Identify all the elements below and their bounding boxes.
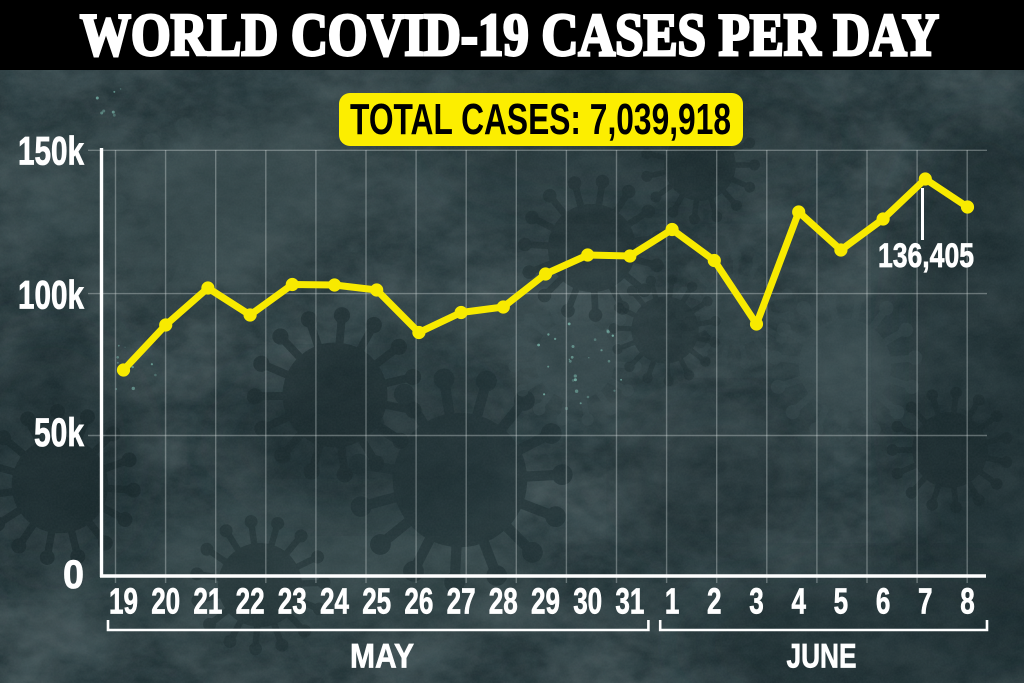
svg-text:27: 27 — [447, 581, 476, 622]
svg-text:28: 28 — [489, 581, 518, 622]
svg-text:7: 7 — [918, 581, 933, 622]
svg-text:MAY: MAY — [350, 638, 414, 676]
svg-text:1: 1 — [665, 581, 680, 622]
svg-text:50k: 50k — [34, 411, 85, 455]
svg-text:24: 24 — [320, 581, 349, 622]
svg-text:20: 20 — [151, 581, 180, 622]
svg-text:2: 2 — [707, 581, 722, 622]
svg-text:100k: 100k — [18, 273, 85, 317]
svg-text:WORLD COVID-19 CASES PER DAY: WORLD COVID-19 CASES PER DAY — [80, 2, 939, 68]
svg-text:136,405: 136,405 — [878, 237, 974, 275]
svg-text:19: 19 — [109, 581, 138, 622]
svg-text:23: 23 — [278, 581, 307, 622]
svg-text:29: 29 — [531, 581, 560, 622]
svg-text:25: 25 — [362, 581, 391, 622]
svg-text:31: 31 — [615, 581, 644, 622]
svg-text:30: 30 — [573, 581, 602, 622]
svg-text:4: 4 — [791, 581, 806, 622]
svg-text:8: 8 — [960, 581, 975, 622]
svg-text:0: 0 — [63, 553, 84, 597]
svg-text:26: 26 — [404, 581, 433, 622]
svg-text:6: 6 — [876, 581, 891, 622]
svg-text:5: 5 — [834, 581, 849, 622]
svg-text:3: 3 — [749, 581, 764, 622]
svg-text:JUNE: JUNE — [787, 638, 857, 676]
svg-text:150k: 150k — [18, 130, 85, 174]
svg-text:TOTAL CASES: 7,039,918: TOTAL CASES: 7,039,918 — [350, 95, 731, 144]
svg-text:21: 21 — [193, 581, 222, 622]
svg-text:22: 22 — [236, 581, 265, 622]
